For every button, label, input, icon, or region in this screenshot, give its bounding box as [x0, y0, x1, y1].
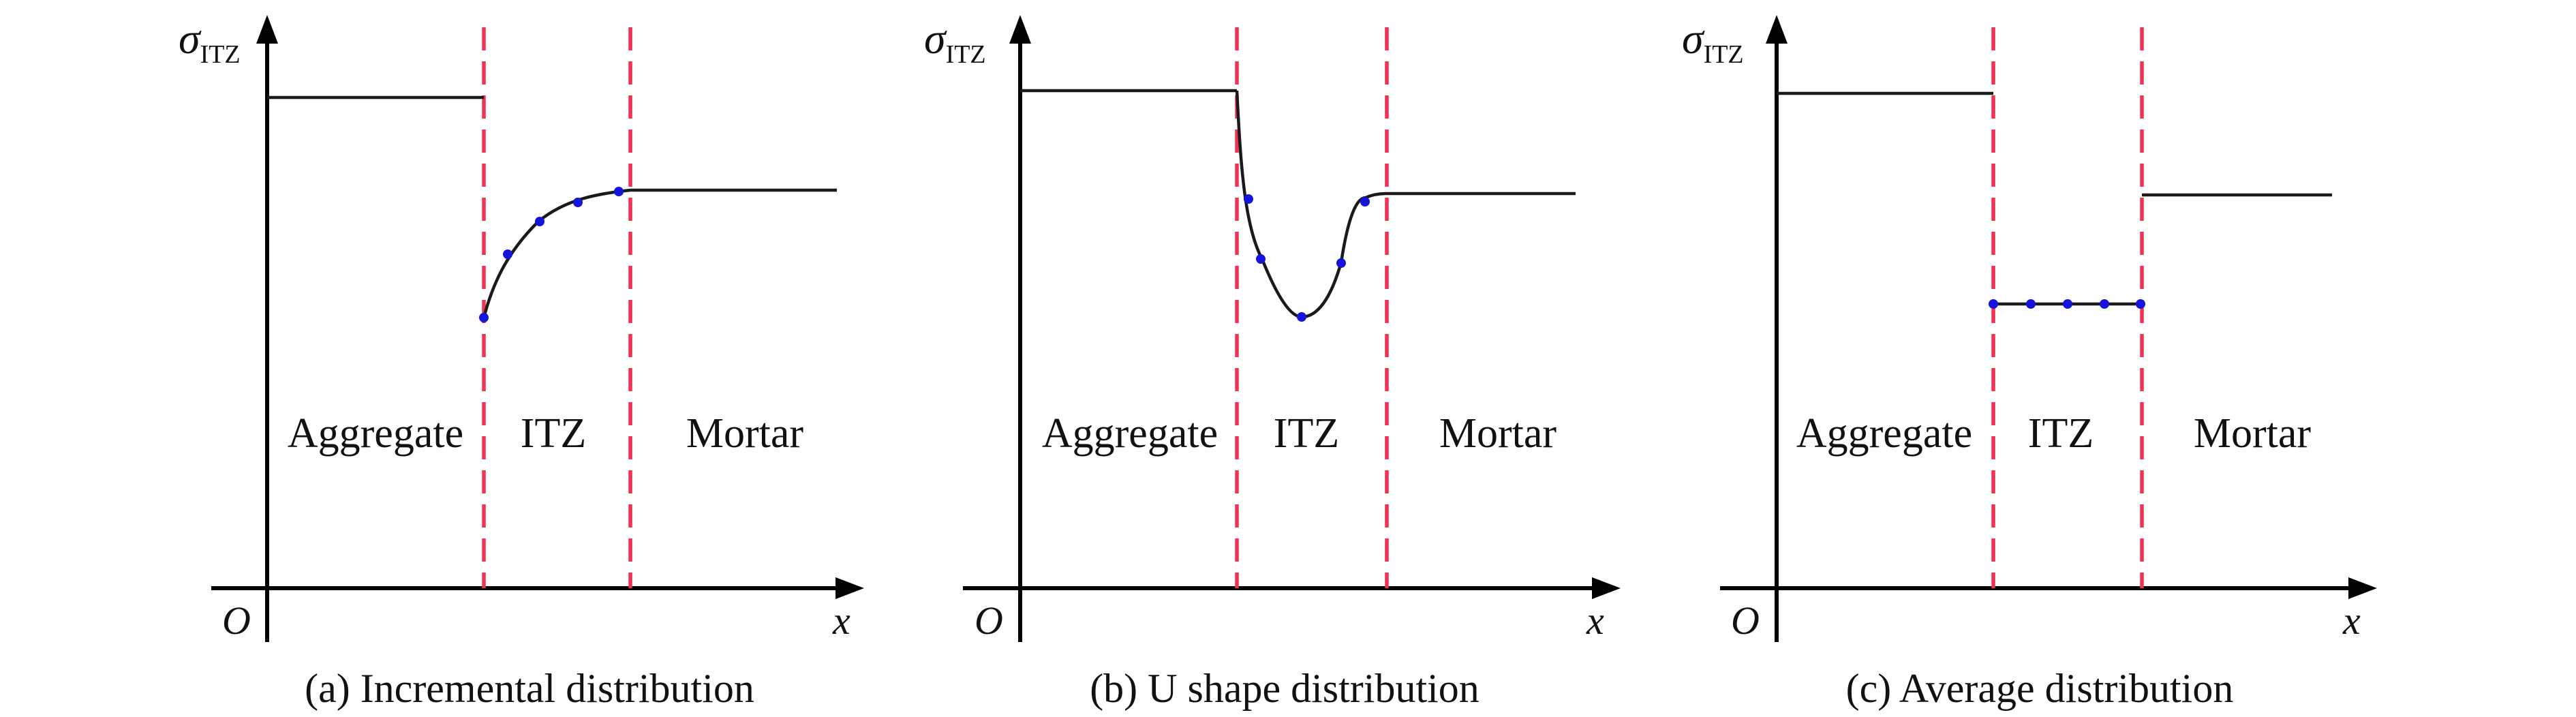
itz-data-point — [2063, 299, 2072, 309]
itz-data-point — [1297, 312, 1306, 322]
itz-data-point — [1989, 299, 1998, 309]
origin-label: O — [222, 598, 251, 643]
region-label-aggregate: Aggregate — [288, 410, 463, 457]
region-label-mortar: Mortar — [2194, 410, 2312, 457]
itz-data-point — [535, 217, 545, 226]
itz-data-point — [479, 313, 489, 322]
region-label-aggregate: Aggregate — [1042, 410, 1218, 457]
itz-data-point — [1360, 197, 1370, 207]
origin-label: O — [1731, 598, 1760, 643]
region-label-itz: ITZ — [2028, 410, 2094, 457]
itz-data-point — [1336, 258, 1346, 268]
itz-data-point — [2100, 299, 2109, 309]
y-axis-arrow — [1009, 15, 1031, 44]
panel-caption: (b) U shape distribution — [1090, 666, 1479, 711]
itz-data-point — [573, 198, 583, 207]
panel-c: σITZ O x Aggregate ITZ Mortar (c) Averag… — [1682, 14, 2377, 711]
y-axis-label: σITZ — [179, 14, 241, 69]
y-axis-arrow — [1766, 15, 1788, 44]
x-axis-arrow — [1592, 577, 1621, 599]
region-label-aggregate: Aggregate — [1796, 410, 1972, 457]
itz-data-point — [2026, 299, 2036, 309]
panel-caption: (c) Average distribution — [1846, 666, 2234, 711]
panel-b: σITZ O x Aggregate ITZ Mortar (b) U shap… — [924, 14, 1621, 711]
itz-data-point — [1244, 194, 1253, 204]
panel-caption: (a) Incremental distribution — [305, 666, 754, 711]
x-axis-arrow — [2348, 577, 2377, 599]
y-axis-label: σITZ — [924, 14, 986, 69]
region-label-itz: ITZ — [1274, 410, 1339, 457]
y-axis-arrow — [256, 15, 278, 44]
itz-data-point — [614, 187, 624, 196]
itz-data-point — [2136, 299, 2145, 309]
region-label-mortar: Mortar — [1439, 410, 1557, 457]
itz-data-point — [503, 249, 512, 259]
x-axis-label: x — [2342, 598, 2361, 643]
x-axis-label: x — [1586, 598, 1604, 643]
panel-a: σITZ O x Aggregate ITZ Mortar (a) Increm… — [179, 14, 864, 711]
itz-data-point — [1256, 254, 1266, 264]
x-axis-label: x — [832, 598, 850, 643]
y-axis-label: σITZ — [1682, 14, 1744, 69]
region-label-itz: ITZ — [521, 410, 586, 457]
origin-label: O — [975, 598, 1003, 643]
x-axis-arrow — [835, 577, 864, 599]
region-label-mortar: Mortar — [686, 410, 804, 457]
